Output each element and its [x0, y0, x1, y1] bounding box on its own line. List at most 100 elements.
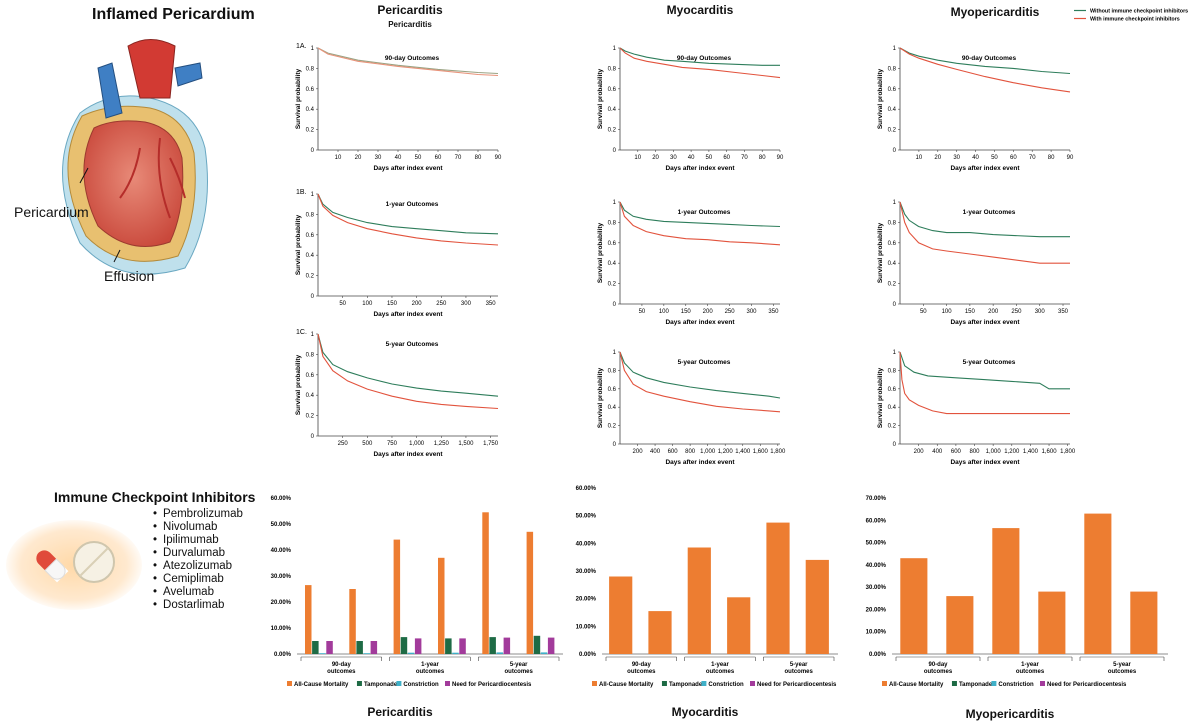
- y-tick-label: 1: [613, 350, 617, 356]
- y-tick-label: 0.4: [888, 405, 897, 411]
- x-axis-label: Days after index event: [373, 451, 443, 458]
- group-label: outcomes: [1108, 669, 1137, 675]
- x-tick-label: 1,600: [753, 449, 769, 455]
- y-tick-label: 0: [613, 442, 617, 448]
- x-tick-label: 1,000: [700, 449, 716, 455]
- y-tick-label: 0.6: [306, 233, 315, 239]
- x-tick-label: 50: [339, 301, 346, 307]
- x-tick-label: 300: [461, 301, 472, 307]
- column-title-pericarditis: Pericarditis: [377, 3, 443, 17]
- y-tick-label: 0.2: [888, 424, 897, 430]
- bar: [489, 637, 496, 654]
- x-tick-label: 50: [706, 155, 713, 161]
- panel-title: 1-year Outcomes: [963, 209, 1016, 216]
- x-tick-label: 1,500: [458, 441, 474, 447]
- x-tick-label: 60: [435, 155, 442, 161]
- y-tick-label: 20.00%: [866, 607, 887, 613]
- legend-swatch: [661, 681, 667, 686]
- group-label: outcomes: [924, 669, 953, 675]
- legend-label: Constriction: [998, 682, 1034, 688]
- legend-label: Need for Pericardiocentesis: [757, 682, 837, 688]
- legend-label: All-Cause Mortality: [294, 682, 349, 688]
- group-label: 5-year: [790, 662, 808, 668]
- x-tick-label: 250: [338, 441, 349, 447]
- legend-swatch: [396, 681, 402, 686]
- legend-without-label: Without immune checkpoint inhibitors: [1090, 9, 1188, 15]
- x-tick-label: 100: [942, 309, 953, 315]
- x-tick-label: 70: [1029, 155, 1036, 161]
- x-tick-label: 40: [972, 155, 979, 161]
- y-tick-label: 0.8: [608, 66, 617, 72]
- x-tick-label: 100: [659, 309, 670, 315]
- x-tick-label: 90: [777, 155, 784, 161]
- y-tick-label: 0.8: [888, 368, 897, 374]
- km-panel-myopericarditis-90d: 0 0.2 0.4 0.6 0.8 1 10 20 30 40 50 60 70 80 90 Days aft…: [877, 46, 1074, 172]
- group-label: outcomes: [416, 669, 445, 675]
- bar: [900, 558, 928, 654]
- survival-curve: [899, 47, 1071, 93]
- survival-curve: [317, 47, 499, 75]
- y-tick-label: 30.00%: [271, 574, 292, 580]
- group-label: 90-day: [332, 662, 352, 668]
- y-tick-label: 0: [311, 294, 315, 300]
- bar: [496, 652, 503, 654]
- y-tick-label: 1: [311, 192, 315, 198]
- x-tick-label: 90: [1067, 155, 1074, 161]
- x-tick-label: 1,750: [483, 441, 499, 447]
- x-tick-label: 350: [768, 309, 779, 315]
- y-axis-label: Survival probability: [877, 222, 884, 283]
- column-title-myopericarditis: Myopericarditis: [950, 5, 1040, 19]
- x-tick-label: 350: [1058, 309, 1069, 315]
- y-tick-label: 0: [613, 302, 617, 308]
- x-tick-label: 1,000: [986, 449, 1002, 455]
- legend-label: Constriction: [708, 682, 744, 688]
- y-axis-label: Survival probability: [597, 68, 604, 129]
- survival-curve: [619, 201, 781, 246]
- x-tick-label: 150: [681, 309, 692, 315]
- y-tick-label: 0.4: [888, 107, 897, 113]
- x-tick-label: 10: [335, 155, 342, 161]
- x-tick-label: 400: [650, 449, 661, 455]
- y-tick-label: 0.00%: [579, 652, 597, 658]
- panel-title: 1-year Outcomes: [678, 209, 731, 216]
- bar-chart-pericarditis: 0.00% 10.00% 20.00% 30.00% 40.00% 50.00% 60.00…: [271, 496, 563, 688]
- legend-swatch: [287, 681, 292, 686]
- x-tick-label: 90: [495, 155, 502, 161]
- x-tick-label: 20: [355, 155, 362, 161]
- y-tick-label: 0.6: [608, 387, 617, 393]
- bar: [349, 589, 356, 654]
- x-axis-label: Days after index event: [950, 319, 1020, 326]
- pulmonary-vessel: [174, 62, 203, 87]
- y-tick-label: 20.00%: [271, 600, 292, 606]
- curve-legend: Without immune checkpoint inhibitors Wit…: [1074, 9, 1188, 23]
- bar: [687, 547, 711, 654]
- x-tick-label: 600: [951, 449, 962, 455]
- legend-swatch: [701, 681, 707, 686]
- bar: [400, 637, 408, 654]
- legend-swatch: [882, 681, 887, 686]
- group-label: outcomes: [627, 669, 656, 675]
- bar: [459, 638, 466, 654]
- group-label: 5-year: [1113, 662, 1131, 668]
- survival-curve: [317, 333, 499, 397]
- y-axis-label: Survival probability: [295, 68, 302, 129]
- y-axis-label: Survival probability: [295, 214, 302, 275]
- bar: [1084, 513, 1112, 654]
- y-tick-label: 1: [311, 332, 315, 338]
- y-tick-label: 0.2: [306, 128, 315, 134]
- legend-with-label: With immune checkpoint inhibitors: [1090, 17, 1180, 23]
- x-axis-label: Days after index event: [950, 459, 1020, 466]
- y-tick-label: 1: [613, 46, 617, 52]
- x-tick-label: 800: [970, 449, 981, 455]
- pericardium-label: Pericardium: [14, 204, 89, 220]
- y-tick-label: 0.8: [306, 66, 315, 72]
- bar: [533, 635, 541, 654]
- drug-item: Nivolumab: [153, 521, 243, 534]
- bottom-title-pericarditis: Pericarditis: [367, 705, 433, 719]
- y-tick-label: 0.4: [888, 261, 897, 267]
- y-tick-label: 0.4: [608, 261, 617, 267]
- effusion-label: Effusion: [104, 268, 155, 284]
- survival-curve: [619, 201, 781, 228]
- group-label: outcomes: [706, 669, 735, 675]
